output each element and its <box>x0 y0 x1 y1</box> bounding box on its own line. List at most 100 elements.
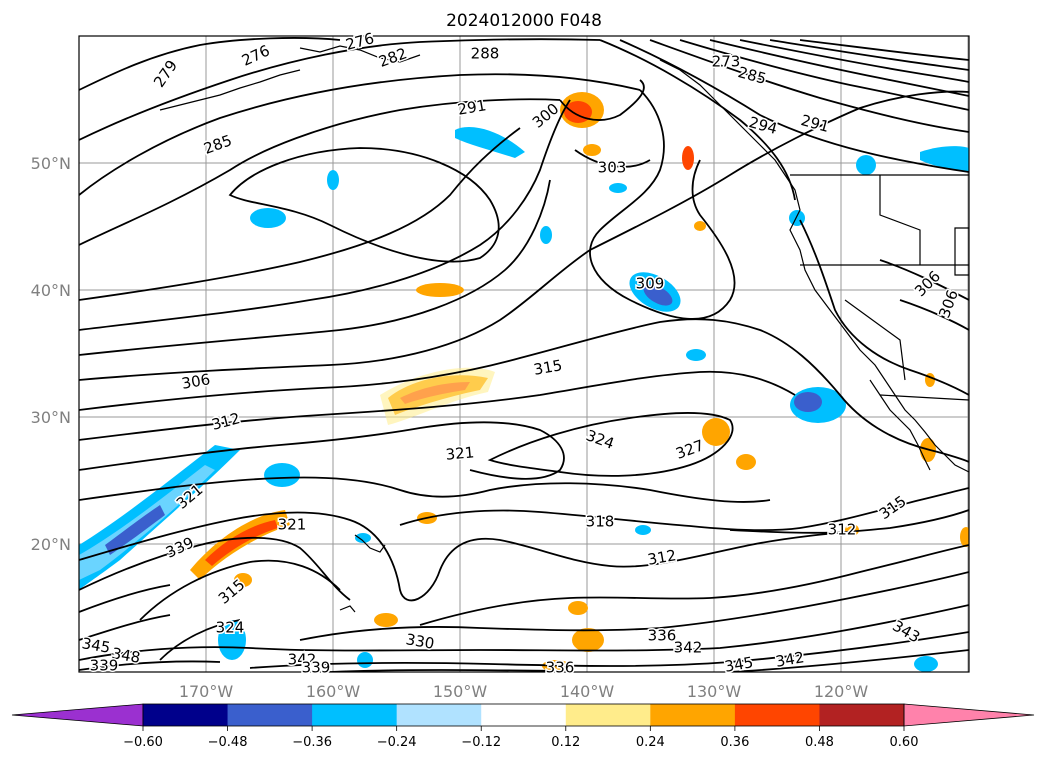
contour-line <box>79 604 969 661</box>
island <box>354 534 386 553</box>
longitude-label: 160°W <box>306 682 361 701</box>
contour-label: 303 <box>598 159 627 177</box>
latitude-labels: 50°N 40°N 30°N 20°N <box>31 154 71 554</box>
colorbar-frame <box>142 703 905 727</box>
contour-line <box>899 299 969 331</box>
blue-patch <box>455 126 525 158</box>
height-contours <box>79 37 969 672</box>
colorbar-extension-low <box>11 703 144 727</box>
blue-patch <box>327 170 339 190</box>
latitude-label: 30°N <box>31 408 71 427</box>
orange-patch <box>416 283 464 297</box>
contour-line <box>79 584 171 613</box>
contour-line <box>79 509 969 602</box>
contour-label: 348 <box>110 644 141 667</box>
colorbar-extension-high <box>903 703 1035 727</box>
contour-line <box>589 89 736 320</box>
blue-patch <box>635 525 651 535</box>
colorbar-tick-label: −0.60 <box>123 735 163 750</box>
contour-line <box>79 38 601 141</box>
map-frame <box>78 35 970 673</box>
colorbar-segment <box>143 704 229 726</box>
contour-label: 318 <box>586 513 615 531</box>
contour-line <box>79 98 561 246</box>
contour-line <box>559 79 645 121</box>
contour-label: 321 <box>278 516 307 534</box>
contour-line <box>79 37 341 91</box>
contour-line <box>79 476 771 503</box>
contour-line <box>574 149 651 168</box>
island <box>339 605 356 613</box>
blue-patch <box>105 505 165 555</box>
contour-line <box>79 614 171 641</box>
contour-line <box>79 318 969 463</box>
contour-line <box>709 39 969 97</box>
blue-patch <box>920 146 969 172</box>
contour-line <box>729 649 969 672</box>
contour-label: 312 <box>828 521 857 539</box>
blue-patch <box>218 620 246 660</box>
contour-line <box>329 669 561 672</box>
contour-line <box>649 39 969 133</box>
orange-patch <box>380 367 495 425</box>
colorbar-segment <box>396 704 482 726</box>
longitude-labels: 170°W 160°W 150°W 140°W 130°W 120°W <box>179 682 869 701</box>
orange-patch <box>583 144 601 156</box>
contour-label: 324 <box>216 619 245 637</box>
coastline <box>299 45 421 63</box>
colorbar-tick-label: 0.36 <box>720 735 749 750</box>
longitude-label: 140°W <box>560 682 615 701</box>
contour-line <box>299 571 969 641</box>
contour-label: 291 <box>456 96 487 119</box>
coastlines <box>159 45 969 613</box>
contour-line <box>799 39 969 61</box>
coastline <box>659 59 969 473</box>
orange-patch <box>374 613 398 627</box>
coastline <box>159 69 301 111</box>
contour-line <box>619 39 969 173</box>
contour-label: 342 <box>288 651 317 669</box>
latitude-label: 20°N <box>31 535 71 554</box>
contour-label: 321 <box>445 443 475 463</box>
colorbar-segment <box>565 704 651 726</box>
contour-line <box>419 544 969 626</box>
orange-patch <box>234 573 252 587</box>
orange-patch <box>845 524 859 536</box>
contour-label: 336 <box>648 627 677 645</box>
coastline <box>869 379 931 471</box>
colorbar-segment <box>650 704 736 726</box>
latitude-label: 40°N <box>31 281 71 300</box>
blue-patch <box>686 349 706 361</box>
blue-patch <box>264 463 300 487</box>
blue-patch <box>856 155 876 175</box>
colorbar-segment <box>481 704 567 726</box>
orange-patch <box>572 628 604 652</box>
orange-patch <box>682 146 694 170</box>
contour-label: 336 <box>546 659 575 677</box>
contour-line <box>79 179 551 356</box>
contour-line <box>139 559 341 621</box>
contour-label: 339 <box>302 659 331 677</box>
contour-line <box>79 99 571 331</box>
contour-line <box>79 73 641 196</box>
contour-line <box>79 660 221 671</box>
blue-patch <box>643 284 673 306</box>
contour-line <box>79 127 521 301</box>
colorbar-tick-label: −0.36 <box>292 735 332 750</box>
blue-patch <box>355 533 371 543</box>
contour-label: 273 <box>712 53 741 71</box>
contour-line <box>399 487 969 532</box>
contour-label: 342 <box>674 639 703 657</box>
contour-line <box>729 529 851 534</box>
orange-patch <box>736 454 756 470</box>
orange-patch <box>960 527 969 547</box>
orange-patch <box>205 520 278 566</box>
contour-label: 309 <box>636 275 665 293</box>
contour-line <box>249 631 969 669</box>
colorbar-segment <box>819 704 905 726</box>
colorbar-tick-label: 0.24 <box>636 735 665 750</box>
colorbar-tick-label: −0.48 <box>208 735 248 750</box>
border <box>844 299 906 381</box>
border <box>954 227 969 276</box>
